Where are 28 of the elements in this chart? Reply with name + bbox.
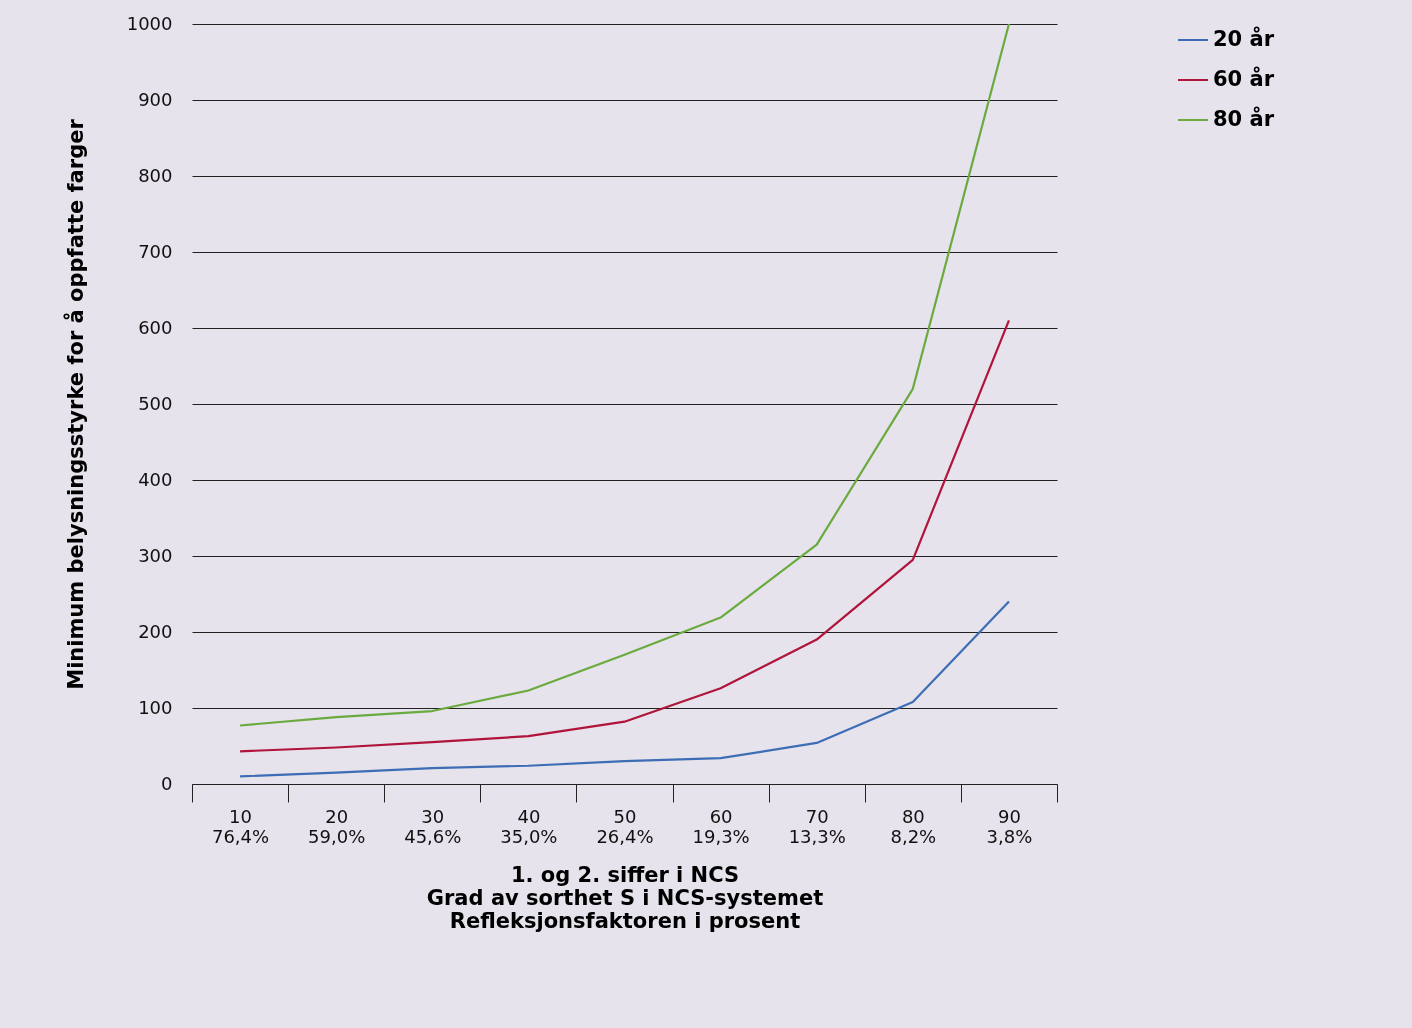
y-tick-label: 400: [138, 468, 173, 490]
x-tick-label: 30 45,6%: [404, 805, 462, 847]
legend-label: 60 år: [1213, 66, 1275, 91]
line-series: [238, 22, 1011, 727]
y-tick-label: 800: [138, 164, 173, 186]
legend-label: 80 år: [1213, 106, 1275, 131]
x-tick-label: 60 19,3%: [692, 805, 750, 847]
x-axis-title: 1. og 2. siffer i NCS Grad av sorthet S i NCS-systemet Refleksjonsfaktoren i prosent: [426, 862, 824, 933]
x-tick-label: 80 8,2%: [890, 805, 937, 847]
y-tick-label: 600: [138, 316, 173, 338]
x-tick-label: 10 76,4%: [211, 805, 270, 847]
y-tick-label: 900: [138, 88, 173, 110]
legend-label: 20 år: [1213, 26, 1275, 51]
x-tick-label: 50 26,4%: [596, 805, 654, 847]
y-tick-label: 500: [138, 392, 173, 414]
line-series: [238, 319, 1011, 753]
y-tick-label: 300: [138, 544, 173, 566]
y-tick-label: 1000: [126, 12, 173, 34]
x-tick-label: 40 35,0%: [500, 805, 558, 847]
x-tick-label: 90 3,8%: [986, 805, 1033, 847]
y-tick-label: 0: [161, 772, 173, 794]
y-tick-label: 100: [138, 696, 173, 718]
y-tick-label: 700: [138, 240, 173, 262]
x-tick-label: 70 13,3%: [788, 805, 846, 847]
line-series: [238, 600, 1011, 778]
y-tick-label: 200: [138, 620, 173, 642]
y-axis-title: Minimum belysningsstyrke for å oppfatte farger: [62, 118, 88, 690]
x-tick-label: 20 59,0%: [308, 805, 366, 847]
